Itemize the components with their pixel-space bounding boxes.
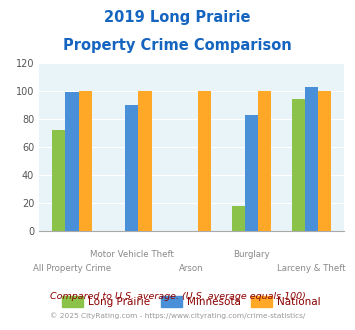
Bar xyxy=(125,105,138,231)
Legend: Long Prairie, Minnesota, National: Long Prairie, Minnesota, National xyxy=(58,292,325,311)
Bar xyxy=(258,91,271,231)
Text: Property Crime Comparison: Property Crime Comparison xyxy=(63,38,292,53)
Bar xyxy=(198,91,212,231)
Bar xyxy=(245,115,258,231)
Text: Larceny & Theft: Larceny & Theft xyxy=(277,264,346,273)
Bar xyxy=(232,206,245,231)
Text: Burglary: Burglary xyxy=(233,250,270,259)
Bar xyxy=(292,99,305,231)
Text: Motor Vehicle Theft: Motor Vehicle Theft xyxy=(90,250,174,259)
Text: 2019 Long Prairie: 2019 Long Prairie xyxy=(104,10,251,25)
Bar xyxy=(52,130,65,231)
Text: Compared to U.S. average. (U.S. average equals 100): Compared to U.S. average. (U.S. average … xyxy=(50,292,305,301)
Bar xyxy=(78,91,92,231)
Bar xyxy=(138,91,152,231)
Text: Arson: Arson xyxy=(179,264,204,273)
Bar xyxy=(305,86,318,231)
Bar xyxy=(65,92,78,231)
Bar xyxy=(318,91,331,231)
Text: All Property Crime: All Property Crime xyxy=(33,264,111,273)
Text: © 2025 CityRating.com - https://www.cityrating.com/crime-statistics/: © 2025 CityRating.com - https://www.city… xyxy=(50,312,305,318)
